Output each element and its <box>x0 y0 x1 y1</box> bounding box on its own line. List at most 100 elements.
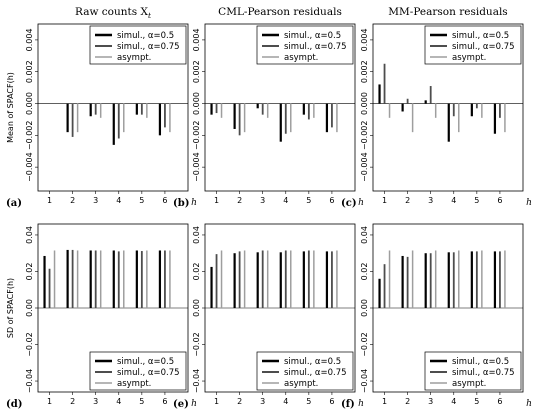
x-tick-label: 1 <box>214 397 219 406</box>
y-tick-label: −0.04 <box>25 369 34 394</box>
plot-frame <box>37 23 189 192</box>
panel-title: Raw counts Xt <box>75 6 152 20</box>
y-tick-label: −0.04 <box>192 369 201 394</box>
y-tick-label: 0.002 <box>25 60 34 83</box>
x-tick-label: 4 <box>283 196 288 205</box>
plot-frame <box>372 23 524 192</box>
y-tick-label: 0.04 <box>25 226 34 244</box>
y-tick-label: 0.004 <box>192 28 201 51</box>
x-tick-label: 2 <box>70 397 75 406</box>
x-tick-label: 2 <box>70 196 75 205</box>
legend-entry: simul., α=0.5 <box>117 357 174 367</box>
x-tick-label: 5 <box>139 196 144 205</box>
x-tick-label: 6 <box>162 397 167 406</box>
panel-tag: (b) <box>173 198 189 209</box>
legend-entry: asympt. <box>117 53 151 63</box>
legend-entry: simul., α=0.5 <box>284 31 341 41</box>
panel-a: −0.004−0.002 0.000 0.002 0.004 1 2 3 4 5 6 h simul.… <box>6 6 197 209</box>
legend-entry: simul., α=0.5 <box>284 357 341 367</box>
y-tick-label: 0.00 <box>360 299 369 317</box>
legend-entry: simul., α=0.75 <box>117 368 180 378</box>
y-tick-label: −0.002 <box>360 121 369 151</box>
y-tick-label: −0.02 <box>192 332 201 357</box>
y-tick-label: −0.004 <box>192 152 201 182</box>
x-tick-label: 5 <box>306 397 311 406</box>
x-tick-label: 6 <box>329 397 334 406</box>
x-axis-label: h <box>526 198 532 208</box>
x-tick-label: 1 <box>47 397 52 406</box>
x-tick-label: 4 <box>116 196 121 205</box>
y-tick-label: 0.000 <box>192 92 201 115</box>
legend-entry: simul., α=0.5 <box>452 31 509 41</box>
x-tick-label: 5 <box>474 397 479 406</box>
x-tick-label: 2 <box>237 196 242 205</box>
panel-tag: (e) <box>173 399 189 410</box>
x-tick-label: 1 <box>382 397 387 406</box>
panel-f: −0.04 −0.02 0.00 0.02 0.04 1 2 3 4 5 6 h simul., α=0… <box>341 223 532 410</box>
x-tick-label: 3 <box>93 196 98 205</box>
panel-title-main: MM-Pearson residuals <box>388 6 507 18</box>
panel-b: −0.004−0.002 0.000 0.002 0.004 1 2 3 4 5 6 h simul.… <box>173 6 364 209</box>
panel-title: CML-Pearson residuals <box>218 6 342 18</box>
y-tick-label: 0.04 <box>192 226 201 244</box>
panel-tag: (a) <box>6 198 22 209</box>
x-tick-label: 2 <box>405 196 410 205</box>
legend-entry: simul., α=0.75 <box>452 42 515 52</box>
y-tick-label: −0.002 <box>192 121 201 151</box>
x-tick-label: 1 <box>382 196 387 205</box>
x-axis-label: h <box>358 198 364 208</box>
x-tick-label: 6 <box>162 196 167 205</box>
panel-e: −0.04 −0.02 0.00 0.02 0.04 1 2 3 4 5 6 h simul., α=0… <box>173 223 364 410</box>
y-tick-label: 0.04 <box>360 226 369 244</box>
y-tick-label: 0.02 <box>192 263 201 281</box>
panel-tag: (d) <box>6 399 22 410</box>
x-axis-label: h <box>358 399 364 409</box>
panel-d: −0.04 −0.02 0.00 0.02 0.04 1 2 3 4 5 6 h simul., α=0… <box>6 223 197 410</box>
y-tick-label: −0.02 <box>25 332 34 357</box>
y-tick-label: −0.002 <box>25 121 34 151</box>
y-tick-label: 0.000 <box>360 92 369 115</box>
legend-entry: simul., α=0.5 <box>117 31 174 41</box>
x-tick-label: 6 <box>329 196 334 205</box>
x-tick-label: 2 <box>405 397 410 406</box>
x-tick-label: 1 <box>214 196 219 205</box>
x-tick-label: 4 <box>451 397 456 406</box>
y-tick-label: 0.002 <box>192 60 201 83</box>
legend-entry: asympt. <box>284 53 318 63</box>
panel-title-subscript: t <box>148 11 152 20</box>
y-tick-label: −0.004 <box>360 152 369 182</box>
y-tick-label: 0.02 <box>360 263 369 281</box>
legend-entry: asympt. <box>452 379 486 389</box>
x-tick-label: 4 <box>283 397 288 406</box>
x-tick-label: 1 <box>47 196 52 205</box>
y-tick-label: 0.004 <box>360 28 369 51</box>
panel-title: MM-Pearson residuals <box>388 6 507 18</box>
y-tick-label: 0.00 <box>25 299 34 317</box>
legend-entry: asympt. <box>117 379 151 389</box>
plot-frame <box>204 23 356 192</box>
y-tick-label: −0.02 <box>360 332 369 357</box>
y-tick-label: 0.000 <box>25 92 34 115</box>
y-tick-label: −0.004 <box>25 152 34 182</box>
x-axis-label: h <box>191 198 197 208</box>
legend-entry: simul., α=0.75 <box>284 42 347 52</box>
x-axis-label: h <box>526 399 532 409</box>
panel-title-main: CML-Pearson residuals <box>218 6 342 18</box>
legend-entry: simul., α=0.5 <box>452 357 509 367</box>
legend-entry: asympt. <box>284 379 318 389</box>
x-tick-label: 3 <box>93 397 98 406</box>
y-axis-label: SD of SPACF(h) <box>6 278 15 338</box>
legend-entry: asympt. <box>452 53 486 63</box>
x-tick-label: 3 <box>428 397 433 406</box>
x-axis-label: h <box>191 399 197 409</box>
panel-tag: (f) <box>341 399 355 410</box>
y-tick-label: 0.004 <box>25 28 34 51</box>
x-tick-label: 5 <box>139 397 144 406</box>
x-tick-label: 6 <box>497 397 502 406</box>
